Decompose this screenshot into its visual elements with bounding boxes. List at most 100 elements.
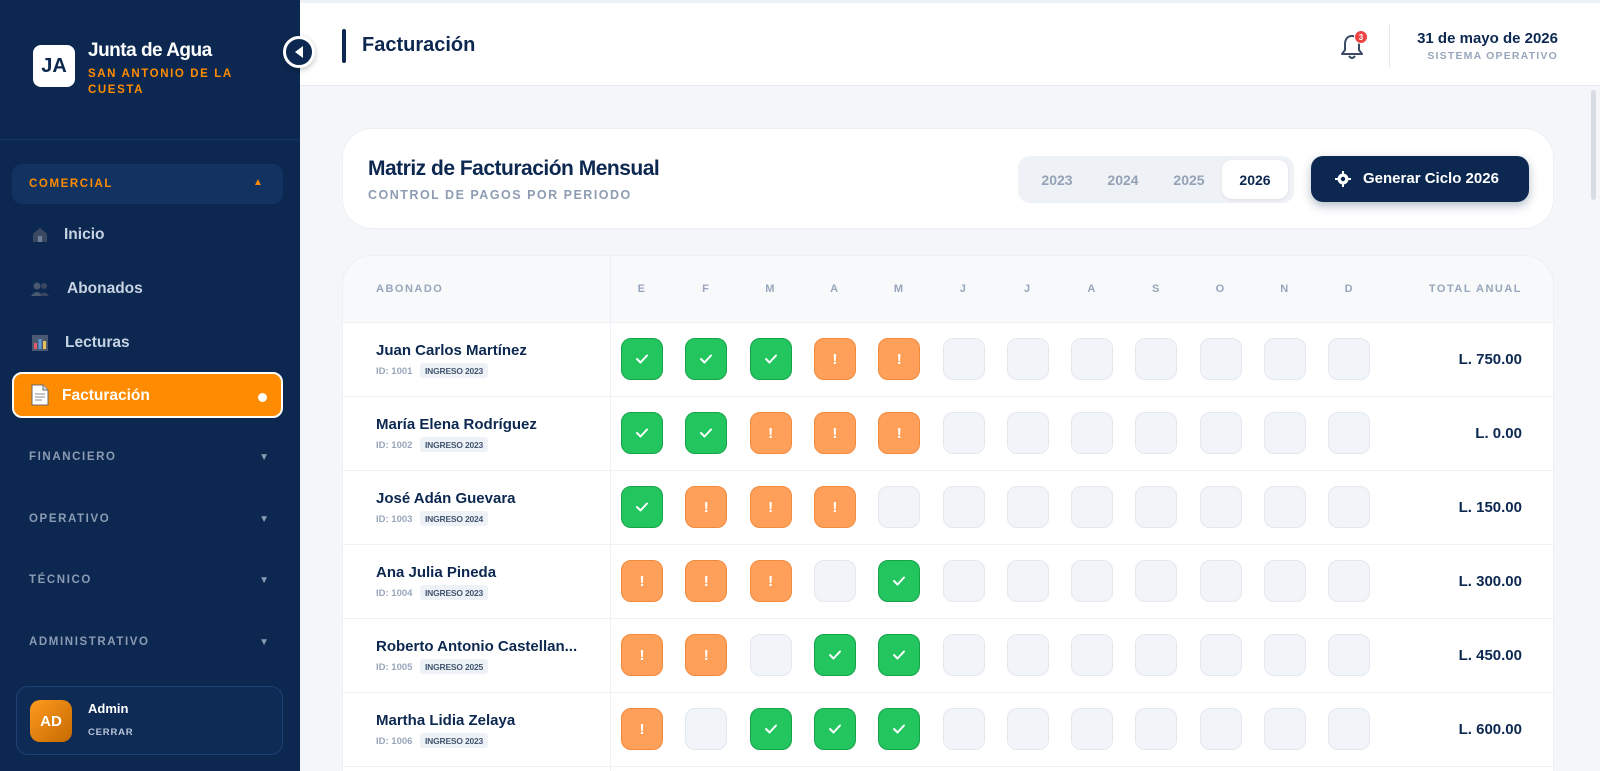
month-cell-due[interactable]: ! xyxy=(685,634,728,676)
month-cell-due[interactable]: ! xyxy=(749,560,792,602)
month-cell-empty[interactable] xyxy=(1199,708,1242,750)
tab-year-2023[interactable]: 2023 xyxy=(1041,171,1073,188)
month-cell-empty[interactable] xyxy=(942,412,985,454)
month-cell-empty[interactable] xyxy=(1071,560,1114,602)
month-cell-empty[interactable] xyxy=(1199,412,1242,454)
section-operativo[interactable]: OPERATIVO ▼ xyxy=(29,513,269,529)
month-cell-paid[interactable] xyxy=(878,708,921,750)
month-cell-empty[interactable] xyxy=(1199,338,1242,380)
month-cell-empty[interactable] xyxy=(942,560,985,602)
month-cell-empty[interactable] xyxy=(1071,708,1114,750)
month-cell-empty[interactable] xyxy=(1006,708,1049,750)
sidebar-item-abonados[interactable]: Abonados xyxy=(12,266,283,312)
month-cell-empty[interactable] xyxy=(1264,708,1306,750)
month-cell-empty[interactable] xyxy=(942,338,985,380)
month-cell-empty[interactable] xyxy=(1264,634,1306,676)
month-cell-empty[interactable] xyxy=(749,634,792,676)
table-row[interactable]: Roberto Antonio Castellan... ID: 1005 INGR… xyxy=(343,619,1553,693)
month-cell-due[interactable]: ! xyxy=(813,412,856,454)
month-cell-empty[interactable] xyxy=(1071,338,1114,380)
month-cell-paid[interactable] xyxy=(749,338,792,380)
month-cell-due[interactable]: ! xyxy=(878,412,921,454)
month-cell-empty[interactable] xyxy=(1135,412,1178,454)
month-cell-empty[interactable] xyxy=(1135,708,1178,750)
table-row[interactable]: Ana Julia Pineda ID: 1004 INGRESO 2023!!! L… xyxy=(343,545,1553,619)
month-cell-empty[interactable] xyxy=(685,708,728,750)
month-cell-paid[interactable] xyxy=(878,560,921,602)
month-cell-empty[interactable] xyxy=(942,486,985,528)
logout-link[interactable]: CERRAR xyxy=(88,727,134,738)
section-administrativo[interactable]: ADMINISTRATIVO ▼ xyxy=(29,636,269,652)
sidebar-item-lecturas[interactable]: Lecturas xyxy=(12,320,283,366)
month-cell-empty[interactable] xyxy=(1328,338,1371,380)
month-cell-paid[interactable] xyxy=(621,338,663,380)
month-cell-due[interactable]: ! xyxy=(685,486,728,528)
month-cell-empty[interactable] xyxy=(1135,634,1178,676)
month-cell-empty[interactable] xyxy=(1135,338,1178,380)
sidebar-item-inicio[interactable]: Inicio xyxy=(12,212,283,258)
month-cell-due[interactable]: ! xyxy=(749,486,792,528)
month-cell-empty[interactable] xyxy=(1071,634,1114,676)
month-cell-empty[interactable] xyxy=(1199,560,1242,602)
month-cell-empty[interactable] xyxy=(1328,486,1371,528)
month-cell-empty[interactable] xyxy=(1328,708,1371,750)
month-cell-due[interactable]: ! xyxy=(813,486,856,528)
tab-year-2024[interactable]: 2024 xyxy=(1107,171,1139,188)
section-tecnico[interactable]: TÉCNICO ▼ xyxy=(29,574,269,590)
month-cell-empty[interactable] xyxy=(1328,560,1371,602)
table-row[interactable]: María Elena Rodríguez ID: 1002 INGRESO 202… xyxy=(343,397,1553,471)
arrow-left-icon xyxy=(295,46,303,58)
tab-year-2025[interactable]: 2025 xyxy=(1173,171,1205,188)
month-cell-paid[interactable] xyxy=(813,634,856,676)
month-cell-empty[interactable] xyxy=(1199,634,1242,676)
month-cell-empty[interactable] xyxy=(1264,560,1306,602)
month-cell-empty[interactable] xyxy=(813,560,856,602)
month-cell-due[interactable]: ! xyxy=(621,708,663,750)
month-cell-empty[interactable] xyxy=(1135,560,1178,602)
month-cell-empty[interactable] xyxy=(878,486,921,528)
month-cell-empty[interactable] xyxy=(1328,634,1371,676)
month-cell-empty[interactable] xyxy=(942,708,985,750)
section-financiero[interactable]: FINANCIERO ▼ xyxy=(29,451,269,467)
month-cell-empty[interactable] xyxy=(1071,486,1114,528)
month-cell-empty[interactable] xyxy=(1264,412,1306,454)
ingreso-badge: INGRESO 2023 xyxy=(420,437,489,452)
collapse-sidebar-button[interactable] xyxy=(283,36,315,68)
month-cell-empty[interactable] xyxy=(1135,486,1178,528)
month-cell-empty[interactable] xyxy=(1006,486,1049,528)
month-cell-empty[interactable] xyxy=(942,634,985,676)
sidebar-item-facturacion[interactable]: Facturación xyxy=(12,372,283,418)
month-cell-paid[interactable] xyxy=(621,486,663,528)
month-cell-due[interactable]: ! xyxy=(621,634,663,676)
ingreso-badge: INGRESO 2023 xyxy=(420,733,489,748)
month-cell-due[interactable]: ! xyxy=(813,338,856,380)
table-row[interactable]: Juan Carlos Martínez ID: 1001 INGRESO 2023… xyxy=(343,323,1553,397)
month-cell-empty[interactable] xyxy=(1199,486,1242,528)
month-cell-paid[interactable] xyxy=(685,338,728,380)
month-cell-empty[interactable] xyxy=(1264,338,1306,380)
section-comercial[interactable]: COMERCIAL ▲ xyxy=(12,164,283,204)
month-cell-due[interactable]: ! xyxy=(685,560,728,602)
month-cell-empty[interactable] xyxy=(1071,412,1114,454)
generate-cycle-button[interactable]: Generar Ciclo 2026 xyxy=(1311,156,1529,202)
month-cell-paid[interactable] xyxy=(749,708,792,750)
month-cell-empty[interactable] xyxy=(1006,338,1049,380)
scrollbar[interactable] xyxy=(1591,90,1596,200)
month-cell-due[interactable]: ! xyxy=(749,412,792,454)
month-cell-due[interactable]: ! xyxy=(621,560,663,602)
user-card[interactable]: AD Admin CERRAR xyxy=(16,686,283,755)
month-cell-paid[interactable] xyxy=(685,412,728,454)
month-cell-paid[interactable] xyxy=(621,412,663,454)
month-cell-paid[interactable] xyxy=(878,634,921,676)
tab-year-2026[interactable]: 2026 xyxy=(1222,160,1288,199)
month-cell-empty[interactable] xyxy=(1006,560,1049,602)
subscriber-name: José Adán Guevara xyxy=(376,490,516,507)
month-cell-empty[interactable] xyxy=(1264,486,1306,528)
table-row[interactable]: Martha Lidia Zelaya ID: 1006 INGRESO 2023!… xyxy=(343,693,1553,767)
month-cell-due[interactable]: ! xyxy=(878,338,921,380)
month-cell-empty[interactable] xyxy=(1328,412,1371,454)
month-cell-paid[interactable] xyxy=(813,708,856,750)
table-row[interactable]: José Adán Guevara ID: 1003 INGRESO 2024!!!… xyxy=(343,471,1553,545)
month-cell-empty[interactable] xyxy=(1006,412,1049,454)
month-cell-empty[interactable] xyxy=(1006,634,1049,676)
